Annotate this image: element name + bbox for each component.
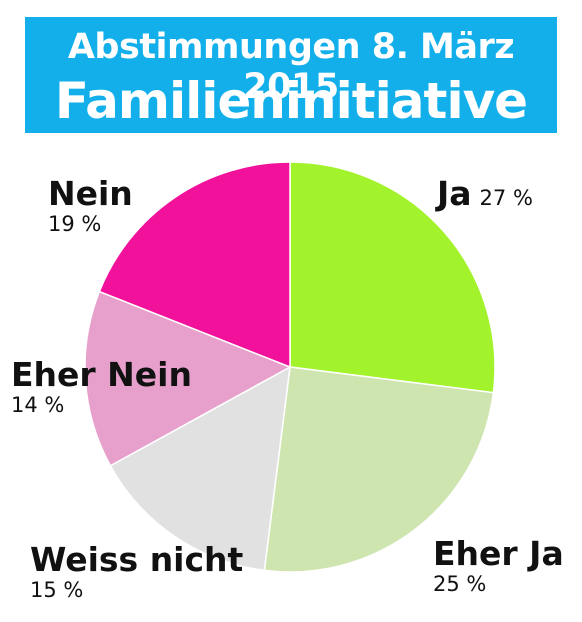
label-ja-pct: 27 % — [479, 186, 533, 210]
title-banner: Abstimmungen 8. März 2015 Familieninitia… — [25, 17, 557, 133]
label-eher-nein: Eher Nein 14 % — [11, 355, 192, 418]
label-weiss-nicht-pct: 15 % — [30, 578, 84, 602]
label-ja-name: Ja — [437, 174, 472, 213]
label-eher-nein-name: Eher Nein — [11, 355, 192, 394]
label-eher-nein-pct: 14 % — [11, 393, 65, 417]
label-weiss-nicht-name: Weiss nicht — [30, 540, 244, 579]
pie-slice-eher-nein — [84, 290, 292, 467]
label-nein: Nein 19 % — [48, 174, 133, 237]
label-nein-pct: 19 % — [48, 212, 102, 236]
chart-title: Familieninitiative — [54, 72, 528, 130]
label-eher-ja: Eher Ja 25 % — [433, 534, 564, 597]
label-eher-ja-pct: 25 % — [433, 572, 487, 596]
label-nein-name: Nein — [48, 174, 133, 213]
pie-slice-weiss-nicht — [109, 365, 291, 572]
pie-slice-eher-ja — [263, 366, 495, 573]
label-weiss-nicht: Weiss nicht 15 % — [30, 540, 244, 603]
chart-subtitle: Abstimmungen 8. März 2015 — [67, 27, 515, 107]
label-ja: Ja 27 % — [437, 176, 533, 212]
label-eher-ja-name: Eher Ja — [433, 534, 564, 573]
pie-slice-ja — [289, 161, 496, 394]
pie-slice-nein — [98, 161, 291, 369]
